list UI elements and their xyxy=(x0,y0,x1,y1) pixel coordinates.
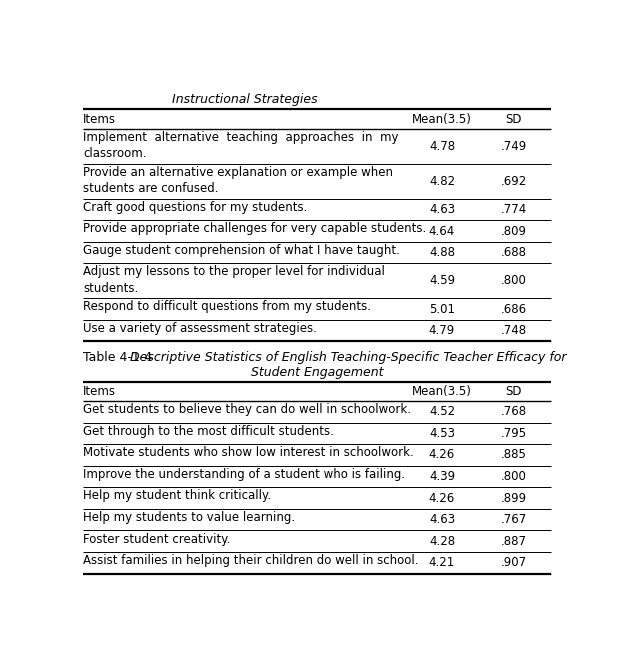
Text: 4.82: 4.82 xyxy=(429,175,455,187)
Text: .767: .767 xyxy=(501,513,527,526)
Text: Gauge student comprehension of what I have taught.: Gauge student comprehension of what I ha… xyxy=(83,244,400,257)
Text: .692: .692 xyxy=(501,175,527,187)
Text: Mean(3.5): Mean(3.5) xyxy=(412,113,472,125)
Text: 4.28: 4.28 xyxy=(429,535,455,548)
Text: .885: .885 xyxy=(501,448,527,462)
Text: .809: .809 xyxy=(501,225,527,237)
Text: .748: .748 xyxy=(501,324,527,338)
Text: .774: .774 xyxy=(501,203,527,216)
Text: 4.59: 4.59 xyxy=(429,274,455,287)
Text: 4.26: 4.26 xyxy=(429,492,455,505)
Text: .686: .686 xyxy=(501,303,527,315)
Text: 4.63: 4.63 xyxy=(429,203,455,216)
Text: 4.78: 4.78 xyxy=(429,140,455,153)
Text: Implement  alternative  teaching  approaches  in  my
classroom.: Implement alternative teaching approache… xyxy=(83,131,399,160)
Text: Items: Items xyxy=(83,113,116,125)
Text: .887: .887 xyxy=(501,535,527,548)
Text: 4.63: 4.63 xyxy=(429,513,455,526)
Text: Instructional Strategies: Instructional Strategies xyxy=(173,93,318,106)
Text: Provide appropriate challenges for very capable students.: Provide appropriate challenges for very … xyxy=(83,222,426,235)
Text: SD: SD xyxy=(506,385,522,398)
Text: .768: .768 xyxy=(501,406,527,418)
Text: 4.21: 4.21 xyxy=(429,556,455,570)
Text: Descriptive Statistics of English Teaching-Specific Teacher Efficacy for: Descriptive Statistics of English Teachi… xyxy=(130,351,566,364)
Text: .800: .800 xyxy=(501,274,527,287)
Text: Adjust my lessons to the proper level for individual
students.: Adjust my lessons to the proper level fo… xyxy=(83,265,385,295)
Text: Foster student creativity.: Foster student creativity. xyxy=(83,532,230,546)
Text: .795: .795 xyxy=(501,427,527,440)
Text: Table 4-1-4: Table 4-1-4 xyxy=(83,351,156,364)
Text: Get students to believe they can do well in schoolwork.: Get students to believe they can do well… xyxy=(83,403,411,416)
Text: Items: Items xyxy=(83,385,116,398)
Text: 5.01: 5.01 xyxy=(429,303,455,315)
Text: .688: .688 xyxy=(501,246,527,259)
Text: Motivate students who show low interest in schoolwork.: Motivate students who show low interest … xyxy=(83,446,414,460)
Text: Assist families in helping their children do well in school.: Assist families in helping their childre… xyxy=(83,554,418,567)
Text: 4.53: 4.53 xyxy=(429,427,455,440)
Text: 4.52: 4.52 xyxy=(429,406,455,418)
Text: .749: .749 xyxy=(501,140,527,153)
Text: Student Engagement: Student Engagement xyxy=(251,366,384,379)
Text: Respond to difficult questions from my students.: Respond to difficult questions from my s… xyxy=(83,300,371,313)
Text: 4.64: 4.64 xyxy=(429,225,455,237)
Text: Improve the understanding of a student who is failing.: Improve the understanding of a student w… xyxy=(83,468,405,481)
Text: 4.88: 4.88 xyxy=(429,246,455,259)
Text: Craft good questions for my students.: Craft good questions for my students. xyxy=(83,201,308,213)
Text: SD: SD xyxy=(506,113,522,125)
Text: .907: .907 xyxy=(501,556,527,570)
Text: Help my student think critically.: Help my student think critically. xyxy=(83,490,271,502)
Text: Mean(3.5): Mean(3.5) xyxy=(412,385,472,398)
Text: 4.26: 4.26 xyxy=(429,448,455,462)
Text: .899: .899 xyxy=(501,492,527,505)
Text: 4.79: 4.79 xyxy=(429,324,455,338)
Text: Help my students to value learning.: Help my students to value learning. xyxy=(83,511,295,524)
Text: .800: .800 xyxy=(501,470,527,483)
Text: Use a variety of assessment strategies.: Use a variety of assessment strategies. xyxy=(83,322,317,335)
Text: Provide an alternative explanation or example when
students are confused.: Provide an alternative explanation or ex… xyxy=(83,166,393,195)
Text: 4.39: 4.39 xyxy=(429,470,455,483)
Text: Get through to the most difficult students.: Get through to the most difficult studen… xyxy=(83,425,334,438)
